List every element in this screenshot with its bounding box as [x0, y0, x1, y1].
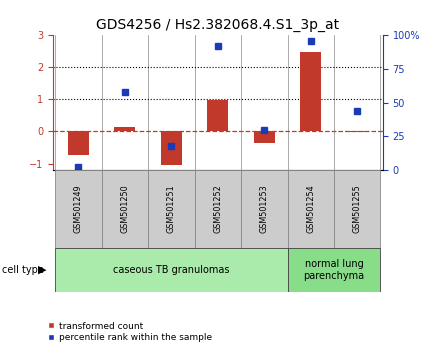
Text: normal lung
parenchyma: normal lung parenchyma	[304, 259, 365, 281]
Bar	[241, 170, 287, 248]
Bar	[114, 127, 136, 131]
Text: GSM501254: GSM501254	[306, 184, 315, 233]
Bar	[55, 248, 287, 292]
Bar	[301, 52, 321, 131]
Bar	[55, 170, 102, 248]
Text: caseous TB granulomas: caseous TB granulomas	[113, 265, 230, 275]
Bar	[334, 170, 381, 248]
Bar	[194, 170, 241, 248]
Legend: transformed count, percentile rank within the sample: transformed count, percentile rank withi…	[44, 318, 215, 346]
Text: GSM501253: GSM501253	[260, 184, 269, 233]
Text: ▶: ▶	[37, 265, 46, 275]
Bar	[254, 131, 275, 143]
Bar	[161, 131, 182, 165]
Title: GDS4256 / Hs2.382068.4.S1_3p_at: GDS4256 / Hs2.382068.4.S1_3p_at	[96, 18, 339, 32]
Text: GSM501255: GSM501255	[353, 184, 362, 233]
Bar	[287, 170, 334, 248]
Text: GSM501252: GSM501252	[213, 184, 222, 233]
Bar	[287, 248, 381, 292]
Text: GSM501250: GSM501250	[121, 184, 129, 233]
Bar	[347, 131, 368, 132]
Bar	[68, 131, 89, 155]
Bar	[102, 170, 148, 248]
Text: cell type: cell type	[2, 265, 44, 275]
Bar	[207, 101, 228, 131]
Text: GSM501251: GSM501251	[167, 184, 176, 233]
Bar	[148, 170, 194, 248]
Text: GSM501249: GSM501249	[74, 184, 83, 233]
